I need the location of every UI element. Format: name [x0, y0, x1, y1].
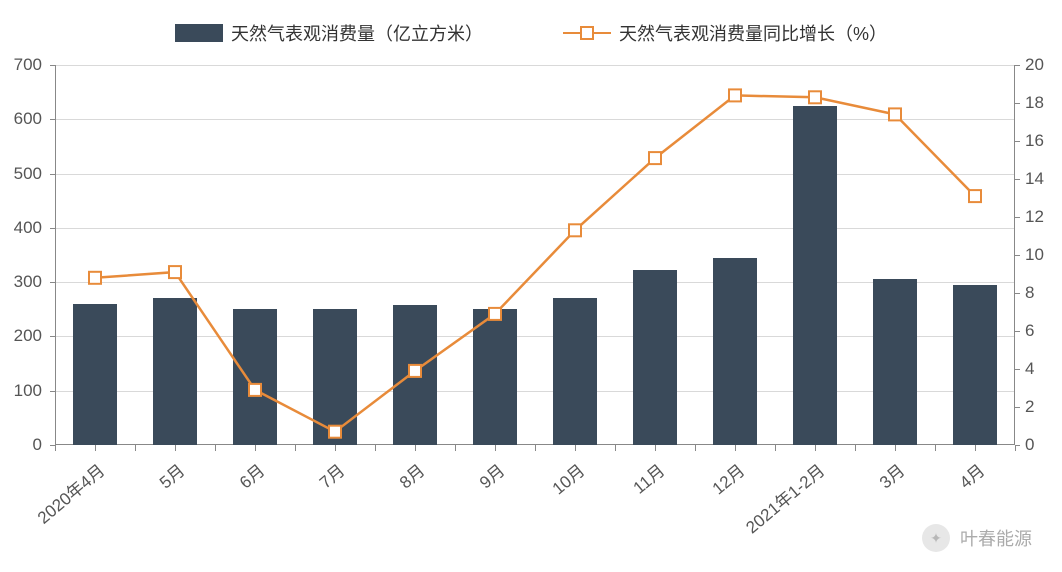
y2-tick-label: 2 [1025, 397, 1034, 417]
x-tick-label: 2020年4月 [93, 457, 109, 476]
line-marker [489, 308, 501, 320]
watermark: ✦ 叶春能源 [922, 524, 1032, 552]
line-marker [649, 152, 661, 164]
y1-tick-label: 500 [14, 164, 42, 184]
y1-tick-label: 300 [14, 272, 42, 292]
y2-tick-label: 20 [1025, 55, 1044, 75]
line-series [95, 95, 975, 431]
line-marker [969, 190, 981, 202]
x-tick-label: 9月 [493, 457, 509, 476]
y-axis-left: 0100200300400500600700 [0, 65, 50, 445]
y-axis-right: 02468101214161820 [1017, 65, 1062, 445]
x-tick-label: 2021年1-2月 [813, 457, 829, 476]
legend-line-label: 天然气表观消费量同比增长（%） [619, 20, 887, 46]
x-tick-label: 3月 [893, 457, 909, 476]
y2-tick-label: 18 [1025, 93, 1044, 113]
x-tick-label: 4月 [973, 457, 989, 476]
chart-container: 天然气表观消费量（亿立方米） 天然气表观消费量同比增长（%） 010020030… [0, 0, 1062, 572]
line-marker [729, 89, 741, 101]
x-axis: 2020年4月 5月 6月 7月 8月 9月 10月 11月 12月 2021年1-2月 3月 4月 [55, 445, 1015, 545]
y2-tick-label: 4 [1025, 359, 1034, 379]
y1-tick-label: 100 [14, 381, 42, 401]
y2-tick-label: 6 [1025, 321, 1034, 341]
legend-swatch-line [563, 24, 611, 42]
x-tick-label: 6月 [253, 457, 269, 476]
x-tick-label: 12月 [733, 457, 749, 476]
line-marker [569, 224, 581, 236]
line-marker [409, 365, 421, 377]
y1-tick-label: 700 [14, 55, 42, 75]
line-marker [89, 272, 101, 284]
x-tick-label: 5月 [173, 457, 189, 476]
line-marker [889, 108, 901, 120]
y2-tick-label: 12 [1025, 207, 1044, 227]
line-marker [329, 426, 341, 438]
legend-bar-label: 天然气表观消费量（亿立方米） [231, 20, 483, 46]
x-tick-label: 7月 [333, 457, 349, 476]
line-marker [249, 384, 261, 396]
legend: 天然气表观消费量（亿立方米） 天然气表观消费量同比增长（%） [0, 20, 1062, 46]
x-tick-label: 8月 [413, 457, 429, 476]
x-tick-label: 11月 [653, 457, 669, 476]
y2-tick-label: 14 [1025, 169, 1044, 189]
plot-area [55, 65, 1015, 445]
legend-item-line: 天然气表观消费量同比增长（%） [563, 20, 887, 46]
x-tick-label: 10月 [573, 457, 589, 476]
y2-tick-label: 16 [1025, 131, 1044, 151]
y1-tick-label: 0 [33, 435, 42, 455]
y1-tick-label: 600 [14, 109, 42, 129]
y2-tick-label: 8 [1025, 283, 1034, 303]
line-marker [809, 91, 821, 103]
line-plot [55, 65, 1015, 445]
legend-swatch-bar [175, 24, 223, 42]
watermark-text: 叶春能源 [960, 525, 1032, 551]
y2-tick-label: 0 [1025, 435, 1034, 455]
watermark-icon: ✦ [922, 524, 950, 552]
y1-tick-label: 200 [14, 326, 42, 346]
legend-item-bar: 天然气表观消费量（亿立方米） [175, 20, 483, 46]
y1-tick-label: 400 [14, 218, 42, 238]
y2-tick-label: 10 [1025, 245, 1044, 265]
line-marker [169, 266, 181, 278]
